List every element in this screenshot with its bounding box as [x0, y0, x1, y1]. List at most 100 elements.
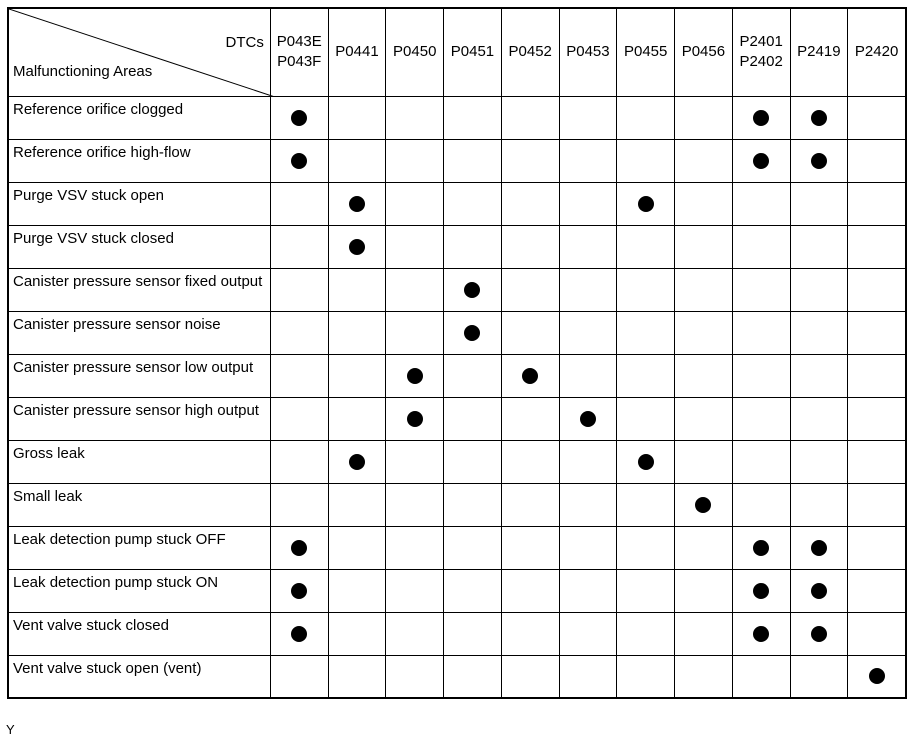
row: Reference orifice high-flow	[7, 138, 907, 183]
dot	[637, 195, 654, 212]
mark-cell	[327, 439, 387, 484]
mark-cell	[789, 396, 849, 441]
row: Leak detection pump stuck ON	[7, 568, 907, 613]
area-cell: Canister pressure sensor low output	[7, 353, 271, 398]
mark-cell	[616, 654, 676, 699]
row: Purge VSV stuck open	[7, 181, 907, 226]
dtc-code: P2402	[739, 53, 783, 71]
mark-cell	[558, 224, 618, 269]
mark-cell	[674, 611, 733, 656]
mark-cell	[558, 482, 618, 527]
dot	[753, 109, 770, 126]
mark-cell	[385, 224, 445, 269]
dot	[810, 539, 827, 556]
mark-cell	[327, 138, 387, 183]
column-header: P0451	[443, 7, 502, 97]
mark-cell	[731, 611, 791, 656]
mark-cell	[616, 482, 676, 527]
area-cell: Purge VSV stuck open	[7, 181, 271, 226]
mark-cell	[616, 353, 676, 398]
mark-cell	[616, 267, 676, 312]
column-header: P0456	[674, 7, 733, 97]
dtc-code: P0450	[393, 43, 437, 61]
dtc-code: P2420	[854, 43, 899, 61]
mark-cell	[674, 396, 733, 441]
mark-cell	[269, 267, 329, 312]
mark-cell	[789, 353, 849, 398]
mark-cell	[327, 525, 387, 570]
mark-cell	[443, 224, 502, 269]
mark-cell	[269, 525, 329, 570]
dtc-code: P2401	[739, 33, 783, 51]
mark-cell	[789, 224, 849, 269]
mark-cell	[847, 181, 907, 226]
mark-cell	[269, 353, 329, 398]
mark-cell	[789, 310, 849, 355]
mark-cell	[731, 224, 791, 269]
mark-cell	[616, 525, 676, 570]
mark-cell	[789, 439, 849, 484]
mark-cell	[500, 95, 560, 140]
row: Vent valve stuck closed	[7, 611, 907, 656]
mark-cell	[674, 181, 733, 226]
dot	[291, 582, 308, 599]
row: Canister pressure sensor low output	[7, 353, 907, 398]
mark-cell	[731, 181, 791, 226]
dot	[348, 195, 365, 212]
mark-cell	[847, 353, 907, 398]
mark-cell	[731, 654, 791, 699]
mark-cell	[443, 181, 502, 226]
dtc-code: P0451	[450, 43, 495, 61]
mark-cell	[443, 654, 502, 699]
mark-cell	[558, 267, 618, 312]
dtc-code: P0441	[335, 43, 379, 61]
footer: Y	[6, 722, 15, 737]
row: Canister pressure sensor high output	[7, 396, 907, 441]
mark-cell	[443, 482, 502, 527]
mark-cell	[385, 611, 445, 656]
area-cell: Vent valve stuck closed	[7, 611, 271, 656]
mark-cell	[443, 310, 502, 355]
mark-cell	[847, 138, 907, 183]
mark-cell	[731, 138, 791, 183]
row: Reference orifice clogged	[7, 95, 907, 140]
row: Canister pressure sensor noise	[7, 310, 907, 355]
dot	[291, 152, 308, 169]
mark-cell	[443, 353, 502, 398]
dot	[810, 582, 827, 599]
area-cell: Leak detection pump stuck OFF	[7, 525, 271, 570]
mark-cell	[616, 396, 676, 441]
mark-cell	[500, 568, 560, 613]
mark-cell	[731, 396, 791, 441]
mark-cell	[847, 568, 907, 613]
mark-cell	[443, 525, 502, 570]
mark-cell	[269, 482, 329, 527]
mark-cell	[385, 353, 445, 398]
mark-cell	[731, 310, 791, 355]
mark-cell	[385, 525, 445, 570]
area-cell: Canister pressure sensor noise	[7, 310, 271, 355]
mark-cell	[847, 396, 907, 441]
mark-cell	[616, 611, 676, 656]
mark-cell	[269, 568, 329, 613]
mark-cell	[674, 482, 733, 527]
mark-cell	[847, 482, 907, 527]
mark-cell	[674, 654, 733, 699]
mark-cell	[847, 310, 907, 355]
mark-cell	[789, 482, 849, 527]
mark-cell	[500, 181, 560, 226]
mark-cell	[500, 353, 560, 398]
mark-cell	[385, 138, 445, 183]
mark-cell	[674, 439, 733, 484]
mark-cell	[847, 525, 907, 570]
column-header: P0441	[327, 7, 387, 97]
mark-cell	[500, 611, 560, 656]
dot	[868, 668, 885, 685]
mark-cell	[500, 224, 560, 269]
mark-cell	[789, 611, 849, 656]
table-body: DTCs Malfunctioning Areas P043E P043F P044…	[7, 7, 907, 699]
dot	[464, 281, 481, 298]
mark-cell	[443, 138, 502, 183]
dot	[637, 453, 654, 470]
dtc-code: P2419	[797, 43, 841, 61]
